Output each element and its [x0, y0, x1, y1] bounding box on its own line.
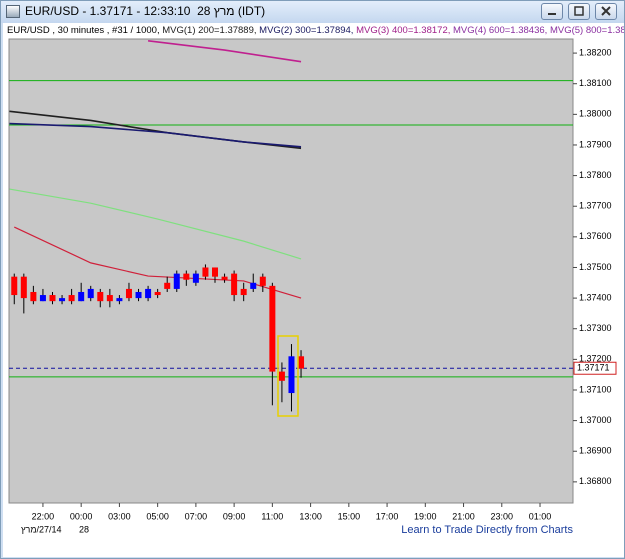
x-tick-label: 15:00 — [338, 511, 361, 521]
candle-body — [68, 295, 75, 302]
candle-body — [106, 295, 113, 302]
indicator-line — [9, 122, 302, 148]
legend-text: EUR/USD , 30 minutes , #31 / 1000, MVG(1… — [7, 25, 624, 36]
plot-area — [8, 38, 574, 504]
x-tick-label: 03:00 — [108, 511, 131, 521]
y-tick-label: 1.37600 — [579, 231, 612, 241]
x-tick-label: 13:00 — [299, 511, 322, 521]
candle-body — [30, 291, 37, 302]
x-tick-label: 21:00 — [452, 511, 475, 521]
x-tick-label: 22:00 — [32, 511, 55, 521]
candle-body — [192, 273, 199, 283]
candle-body — [87, 288, 94, 299]
legend: EUR/USD , 30 minutes , #31 / 1000, MVG(1… — [7, 25, 624, 36]
x-tick-label: 19:00 — [414, 511, 437, 521]
last-price-box — [573, 361, 617, 375]
x-tick-label: 17:00 — [376, 511, 399, 521]
indicator-line — [147, 40, 302, 63]
candle-body — [116, 298, 123, 302]
y-tick-label: 1.36800 — [579, 476, 612, 486]
y-tick-label: 1.37900 — [579, 139, 612, 149]
minimize-button[interactable] — [541, 3, 563, 20]
close-button[interactable] — [595, 3, 617, 20]
legend-entry: MVG(2) 300=1.37894, — [259, 25, 356, 36]
y-tick-label: 1.37700 — [579, 201, 612, 211]
y-tick-label: 1.38200 — [579, 47, 612, 57]
candle-body — [39, 295, 46, 302]
legend-entry: MVG(1) 200=1.37889, — [162, 25, 259, 36]
date-label: 27/14/מרץ — [21, 524, 62, 534]
y-tick-label: 1.37500 — [579, 262, 612, 272]
candle-body — [125, 288, 132, 299]
date-label: 28 — [79, 524, 89, 534]
x-tick-label: 05:00 — [146, 511, 169, 521]
window-title: EUR/USD - 1.37171 - 12:33:10 28 מרץ (IDT… — [25, 4, 266, 18]
candle-body — [202, 267, 209, 277]
candle-body — [59, 298, 66, 302]
maximize-button[interactable] — [568, 3, 590, 20]
candle-body — [231, 273, 238, 296]
candle-body — [78, 291, 85, 302]
y-tick-label: 1.38100 — [579, 78, 612, 88]
x-tick-label: 00:00 — [70, 511, 93, 521]
candle-body — [288, 356, 295, 394]
candle-body — [259, 276, 266, 286]
legend-entry: MVG(3) 400=1.38172, — [356, 25, 453, 36]
x-tick-label: 23:00 — [491, 511, 514, 521]
y-tick-label: 1.37100 — [579, 384, 612, 394]
y-tick-label: 1.37000 — [579, 415, 612, 425]
candle-body — [183, 273, 190, 280]
plot — [9, 40, 573, 412]
indicator-line — [9, 188, 302, 260]
highlight-box — [277, 335, 299, 417]
y-tick-label: 1.37400 — [579, 292, 612, 302]
chart: EUR/USD , 30 minutes , #31 / 1000, MVG(1… — [3, 23, 624, 557]
candle-body — [250, 282, 257, 289]
x-tick-label: 01:00 — [529, 511, 552, 521]
y-tick-label: 1.37800 — [579, 170, 612, 180]
candle-body — [154, 291, 161, 296]
footer-link[interactable]: Learn to Trade Directly from Charts — [401, 524, 573, 536]
close-icon — [601, 6, 611, 16]
legend-entry: MVG(4) 600=1.38436, — [453, 25, 550, 36]
candle-body — [164, 282, 171, 289]
app-icon — [6, 5, 20, 18]
candle-body — [11, 276, 18, 296]
y-tick-label: 1.37300 — [579, 323, 612, 333]
candle-body — [20, 276, 27, 299]
candle-body — [145, 288, 152, 299]
legend-entry: MVG(5) 800=1.3843 — [550, 25, 624, 36]
candle-body — [240, 288, 247, 296]
minimize-icon — [548, 13, 556, 15]
candle-body — [269, 285, 276, 372]
last-price-label: 1.37171 — [577, 363, 610, 373]
x-tick-label: 09:00 — [223, 511, 246, 521]
title-bar: EUR/USD - 1.37171 - 12:33:10 28 מרץ (IDT… — [1, 1, 624, 23]
y-tick-label: 1.38000 — [579, 109, 612, 119]
x-tick-label: 11:00 — [261, 511, 283, 521]
candle-body — [173, 273, 180, 289]
candle-body — [212, 267, 219, 277]
candle-body — [135, 291, 142, 299]
candle-body — [221, 276, 228, 280]
candle-body — [97, 291, 104, 302]
legend-entry: EUR/USD , 30 minutes , #31 / 1000, — [7, 25, 162, 36]
candle-body — [49, 295, 56, 302]
y-tick-label: 1.37200 — [579, 354, 612, 364]
y-tick-label: 1.36900 — [579, 446, 612, 456]
candle-body — [278, 371, 285, 381]
candle-body — [298, 356, 305, 369]
maximize-icon — [574, 6, 584, 16]
x-tick-label: 07:00 — [185, 511, 208, 521]
